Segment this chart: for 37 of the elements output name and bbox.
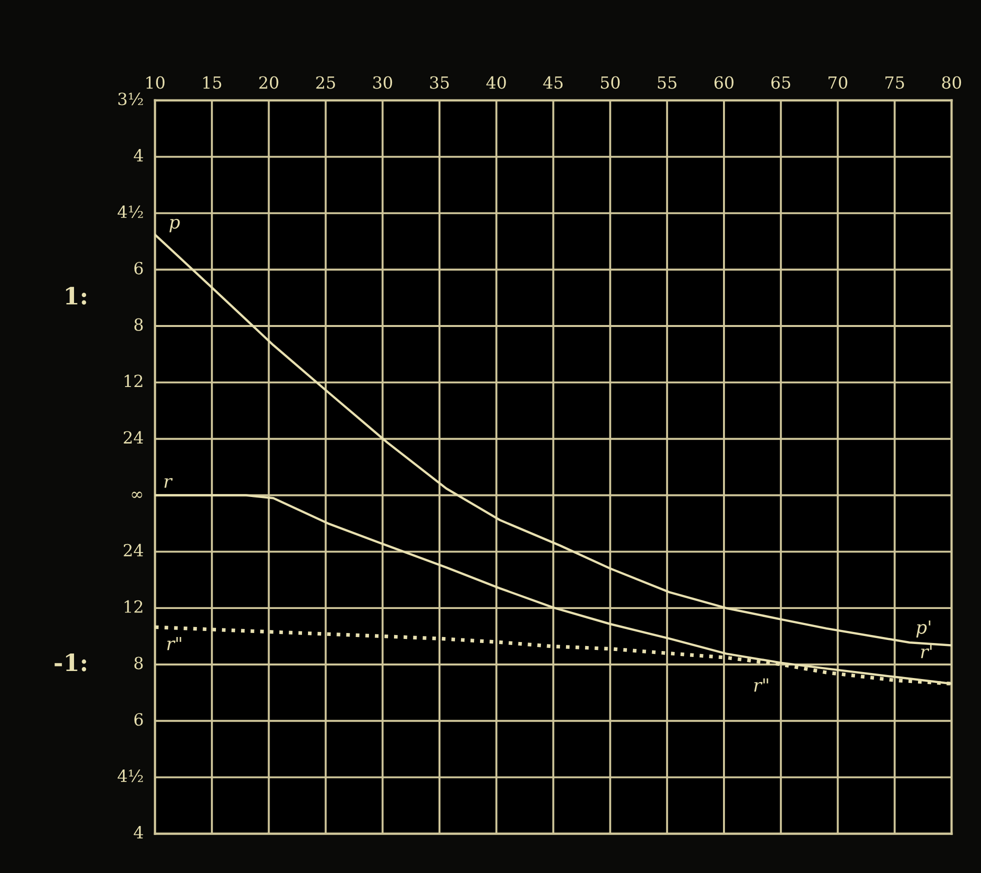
text: 12 [124,374,142,388]
x-tick-label: 80 [942,76,962,89]
x-tick-label: 70 [828,76,848,89]
text: 4 [134,149,144,162]
x-tick-label: 75 [885,76,904,89]
text: 1: [66,286,86,305]
text: 12 [124,600,142,613]
text: ∞ [132,492,142,498]
text: 6 [134,713,143,726]
text: p [169,218,180,232]
text: 24 [124,431,144,444]
text: 3½ [118,92,143,106]
annotation: p' [916,620,930,638]
x-tick-label: 30 [373,76,392,89]
text: 8 [134,656,143,670]
x-tick-label: 55 [658,76,676,89]
x-tick-label: 15 [203,76,222,89]
annotation: r [164,478,173,488]
x-tick-label: 40 [486,76,506,89]
text: 6 [134,262,143,274]
x-tick-label: 35 [430,76,449,89]
text: 24 [124,544,144,556]
x-tick-label: 65 [771,76,790,89]
x-tick-label: 45 [543,76,563,89]
text: 4½ [118,205,143,218]
annotation: r" [167,637,182,650]
text: 4½ [118,770,143,782]
text: 4 [134,826,144,838]
text: -1: [54,653,86,672]
x-tick-label: 50 [600,76,620,89]
annotation: r' [921,644,932,658]
x-tick-label: 60 [714,76,734,89]
x-tick-label: 20 [259,76,278,89]
text: 8 [134,318,143,331]
annotation: r" [754,678,768,692]
x-tick-label: 10 [146,76,164,89]
x-tick-label: 25 [316,76,336,89]
